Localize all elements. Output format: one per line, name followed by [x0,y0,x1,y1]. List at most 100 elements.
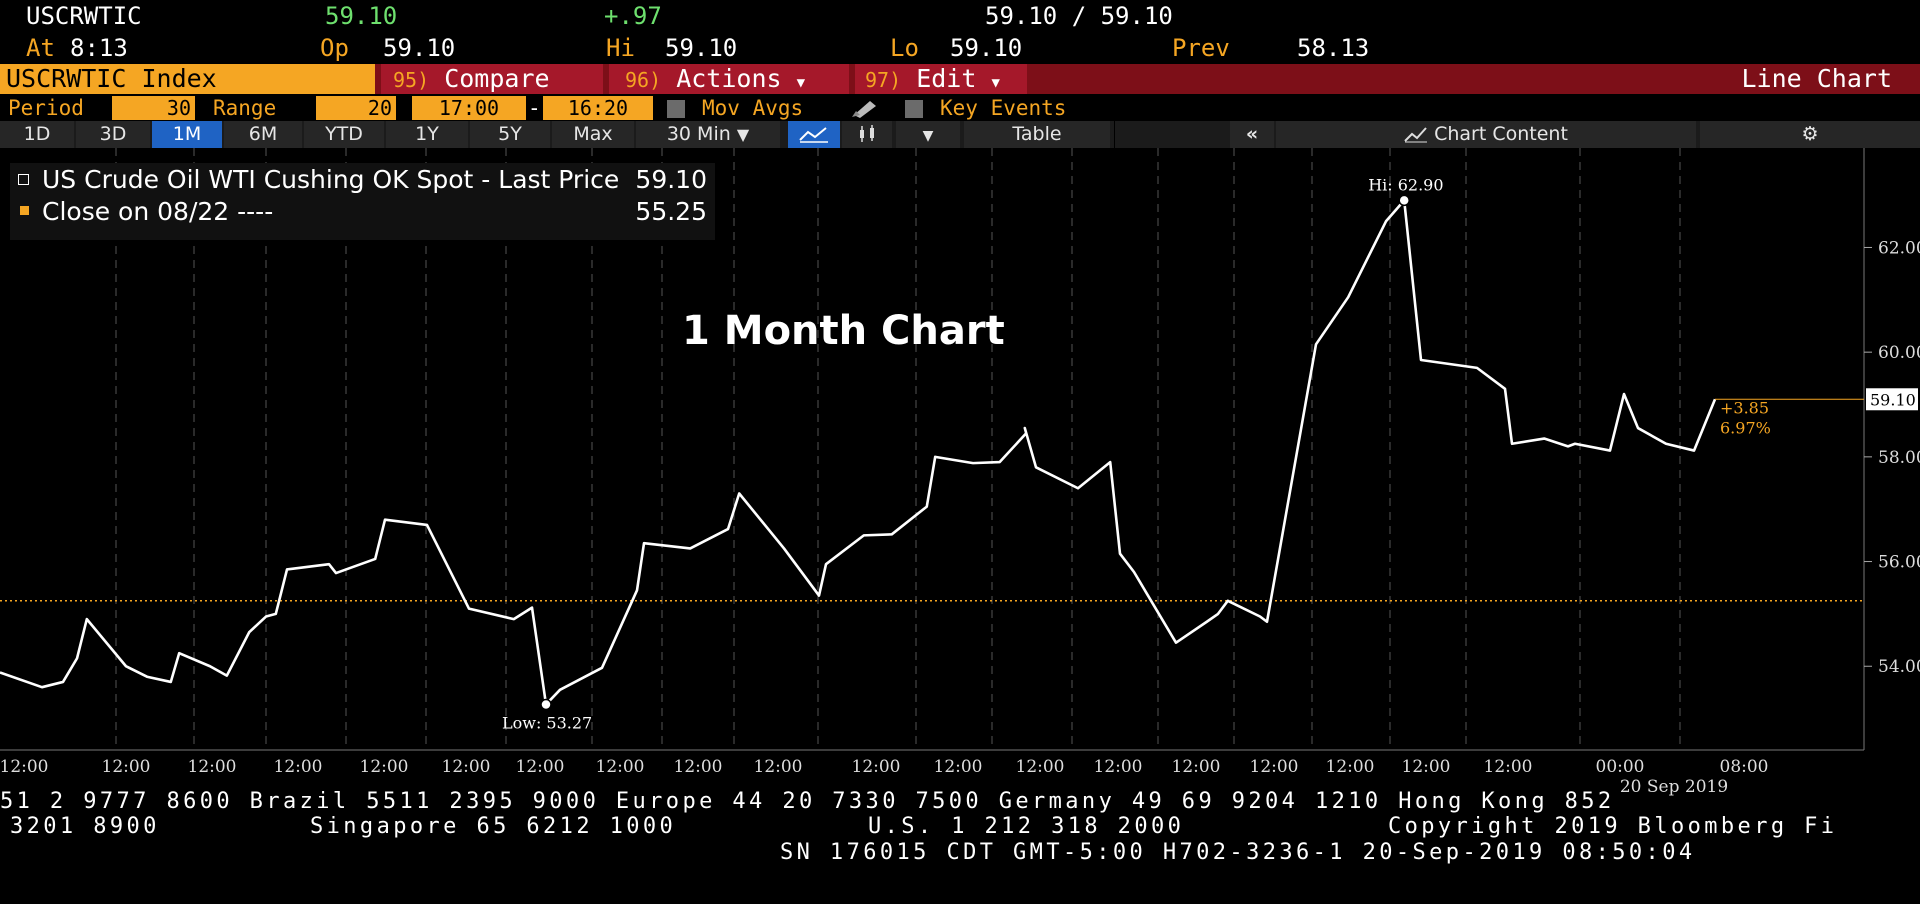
period-input[interactable]: 30 [112,96,195,120]
tab-1m[interactable]: 1M [152,121,222,148]
last-price-box [1866,388,1918,411]
open-label: Op [320,34,349,62]
open-value: 59.10 [383,34,456,62]
compare-number: 95) [393,68,430,92]
pencil-icon[interactable] [850,98,884,118]
range-toolbar: 1D 3D 1M 6M YTD 1Y 5Y Max 30 Min ▼ ▼ Tab… [0,121,1920,148]
x-tick-label: 12:00 [674,757,723,777]
chart-content-label: Chart Content [1434,123,1568,145]
compare-button[interactable]: 95) Compare [381,64,603,94]
gear-icon[interactable]: ⚙ [1700,121,1920,148]
x-tick-label: 12:00 [1016,757,1065,777]
high-label: Hi: 62.90 [1368,175,1443,194]
mov-avgs-checkbox[interactable] [667,100,685,118]
x-tick-label: 12:00 [1484,757,1533,777]
edit-number: 97) [865,68,902,92]
line-chart-icon[interactable] [788,121,840,148]
y-tick-label: 56.00 [1878,553,1920,573]
period-label: Period [8,96,84,120]
tab-1d[interactable]: 1D [0,121,74,148]
chart-content-icon [1404,127,1428,143]
time-separator: - [528,96,541,120]
low-value: 59.10 [950,34,1023,62]
high-value: 59.10 [665,34,738,62]
chart-title: 1 Month Chart [682,308,1005,354]
low-label: Low: 53.27 [502,713,592,732]
y-tick-label: 54.00 [1878,657,1920,677]
tab-5y[interactable]: 5Y [470,121,550,148]
x-tick-label: 12:00 [934,757,983,777]
x-tick-label: 00:00 [1596,757,1645,777]
x-tick-label: 12:00 [1402,757,1451,777]
net-change: +.97 [604,2,662,30]
prev-label: Prev [1172,34,1230,62]
interval-dropdown[interactable]: 30 Min ▼ [636,121,780,148]
key-events-label: Key Events [940,96,1067,120]
high-marker [1398,194,1410,207]
series-swatch [18,174,29,185]
toolbar-divider [1114,121,1115,148]
last-price: 59.10 [325,2,398,30]
function-bar: USCRWTIC Index 95) Compare 96) Actions ▼… [0,64,1920,94]
collapse-icon[interactable]: « [1230,121,1274,148]
tab-max[interactable]: Max [552,121,634,148]
y-tick-label: 58.00 [1878,448,1920,468]
chart-type-dropdown[interactable]: ▼ [896,121,960,148]
legend-series-value: 59.10 [635,165,707,194]
x-tick-label: 12:00 [188,757,237,777]
chevron-down-icon: ▼ [922,128,934,144]
actions-menu[interactable]: 96) Actions ▼ [609,64,849,94]
actions-label: Actions [676,64,782,93]
footer-contacts-line2c: U.S. 1 212 318 2000 [868,814,1185,839]
x-tick-label: 12:00 [1172,757,1221,777]
key-events-checkbox[interactable] [905,100,923,118]
chevron-down-icon: ▼ [991,75,1000,91]
edit-menu[interactable]: 97) Edit ▼ [855,64,1027,94]
x-tick-label: 12:00 [274,757,323,777]
legend-reference-name: Close on 08/22 ---- [42,197,274,226]
footer-session-info: SN 176015 CDT GMT-5:00 H702-3236-1 20-Se… [780,840,1696,865]
bid-ask: 59.10 / 59.10 [985,2,1173,30]
view-title: Line Chart [1741,64,1892,93]
tab-3d[interactable]: 3D [76,121,150,148]
chevron-down-icon: ▼ [796,75,806,91]
legend-series-name: US Crude Oil WTI Cushing OK Spot - Last … [42,165,620,194]
ticker: USCRWTIC [26,2,142,30]
x-tick-label: 12:00 [360,757,409,777]
tab-ytd[interactable]: YTD [304,121,384,148]
x-tick-label: 12:00 [442,757,491,777]
x-tick-label: 12:00 [1250,757,1299,777]
x-tick-label: 12:00 [1326,757,1375,777]
change-pct-label: 6.97% [1720,418,1771,437]
end-time-input[interactable]: 16:20 [543,96,653,120]
y-tick-label: 60.00 [1878,343,1920,363]
chart-content-button[interactable]: Chart Content [1276,121,1696,148]
compare-label: Compare [444,64,550,93]
reference-swatch [20,206,29,215]
footer-contacts-line1: 51 2 9777 8600 Brazil 5511 2395 9000 Eur… [0,789,1615,814]
price-chart[interactable]: 12:00 12:00 12:00 12:00 12:00 12:00 12:00 12:00… [0,148,1920,814]
footer-copyright: Copyright 2019 Bloomberg Fi [1388,814,1838,839]
footer-contacts-line2b: Singapore 65 6212 1000 [310,814,677,839]
start-time-input[interactable]: 17:00 [412,96,526,120]
x-tick-label: 12:00 [102,757,151,777]
interval-label: 30 Min [666,123,731,145]
legend-reference-value: 55.25 [635,197,707,226]
table-button[interactable]: Table [964,121,1110,148]
range-label: Range [213,96,277,120]
y-tick-label: 62.00 [1878,238,1920,258]
candlestick-icon[interactable] [842,121,892,148]
at-time: 8:13 [70,34,128,62]
range-input[interactable]: 20 [316,96,396,120]
x-tick-label: 12:00 [754,757,803,777]
tab-1y[interactable]: 1Y [386,121,468,148]
x-tick-label: 12:00 [0,757,49,777]
tab-6m[interactable]: 6M [224,121,302,148]
x-tick-label: 12:00 [1094,757,1143,777]
x-tick-label: 12:00 [596,757,645,777]
security-field[interactable]: USCRWTIC Index [0,64,375,94]
low-label: Lo [890,34,919,62]
x-tick-label: 12:00 [516,757,565,777]
footer-contacts-line2a: 3201 8900 [10,814,160,839]
high-label: Hi [606,34,635,62]
